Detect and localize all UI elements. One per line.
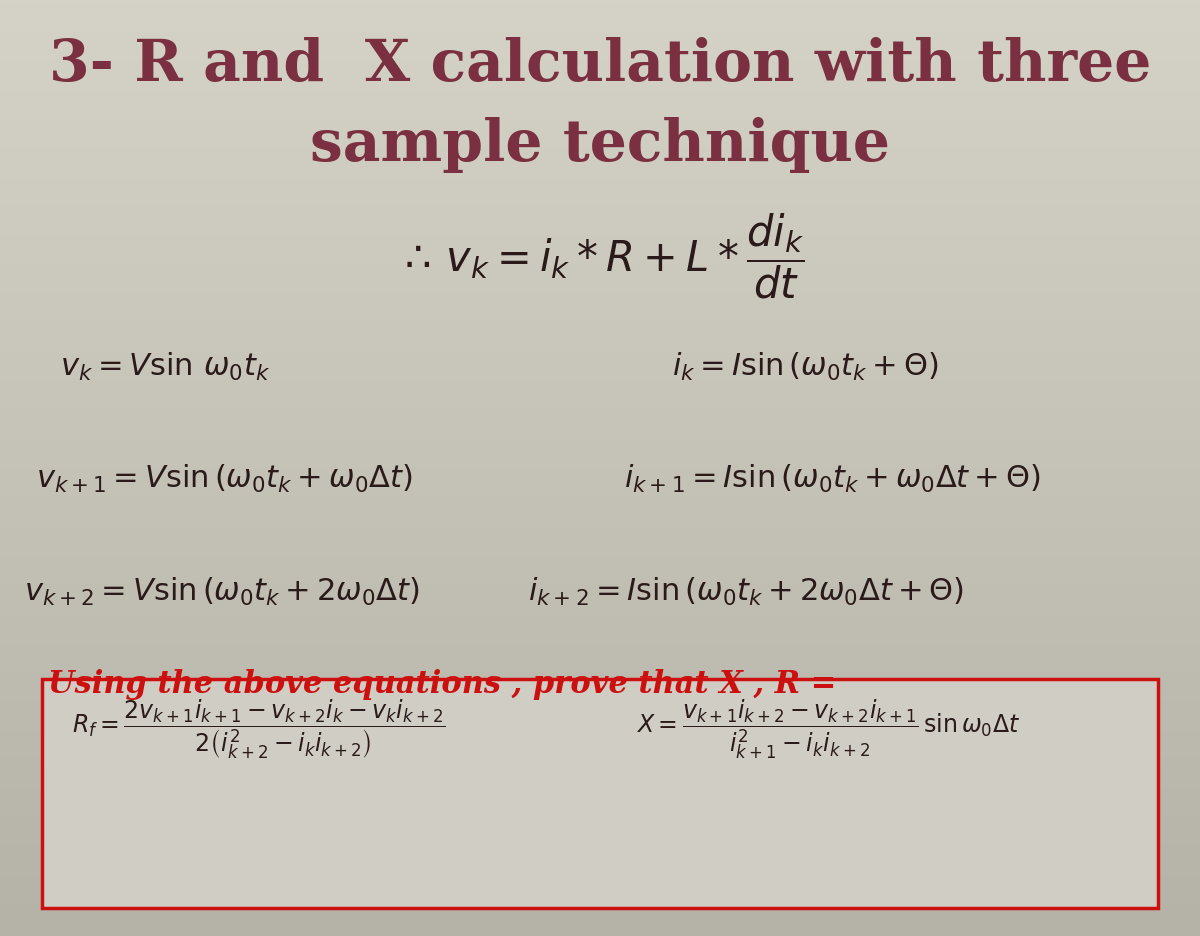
Text: $\therefore\, v_k = i_k * R + L * \dfrac{di_k}{dt}$: $\therefore\, v_k = i_k * R + L * \dfrac…	[396, 211, 804, 300]
Text: $v_{k+2} = V\sin\left(\omega_0 t_k + 2\omega_0 \Delta t\right)$: $v_{k+2} = V\sin\left(\omega_0 t_k + 2\o…	[24, 576, 420, 607]
Text: $i_{k+1} = I\sin\left(\omega_0 t_k + \omega_0 \Delta t + \Theta\right)$: $i_{k+1} = I\sin\left(\omega_0 t_k + \om…	[624, 463, 1040, 495]
Text: $i_k = I\sin\left(\omega_0 t_k +\Theta\right)$: $i_k = I\sin\left(\omega_0 t_k +\Theta\r…	[672, 351, 938, 383]
Text: $i_{k+2} = I\sin\left(\omega_0 t_k + 2\omega_0 \Delta t + \Theta\right)$: $i_{k+2} = I\sin\left(\omega_0 t_k + 2\o…	[528, 576, 964, 607]
FancyBboxPatch shape	[42, 679, 1158, 908]
Text: $v_{k+1} = V\sin\left(\omega_0 t_k + \omega_0 \Delta t\right)$: $v_{k+1} = V\sin\left(\omega_0 t_k + \om…	[36, 463, 413, 495]
Text: $v_k = V\sin\,\omega_0 t_k$: $v_k = V\sin\,\omega_0 t_k$	[60, 351, 270, 383]
Text: $R_f = \dfrac{2v_{k+1}i_{k+1} - v_{k+2}i_k - v_k i_{k+2}}{2\left(i_{k+2}^{2} - i: $R_f = \dfrac{2v_{k+1}i_{k+1} - v_{k+2}i…	[72, 697, 445, 761]
Text: sample technique: sample technique	[310, 117, 890, 173]
Text: Using the above equations , prove that X , R =: Using the above equations , prove that X…	[48, 669, 836, 700]
Text: $X = \dfrac{v_{k+1}i_{k+2} - v_{k+2}i_{k+1}}{i_{k+1}^{2} - i_k i_{k+2}}\,\sin\om: $X = \dfrac{v_{k+1}i_{k+2} - v_{k+2}i_{k…	[636, 697, 1020, 761]
Text: 3- R and  X calculation with three: 3- R and X calculation with three	[49, 37, 1151, 94]
